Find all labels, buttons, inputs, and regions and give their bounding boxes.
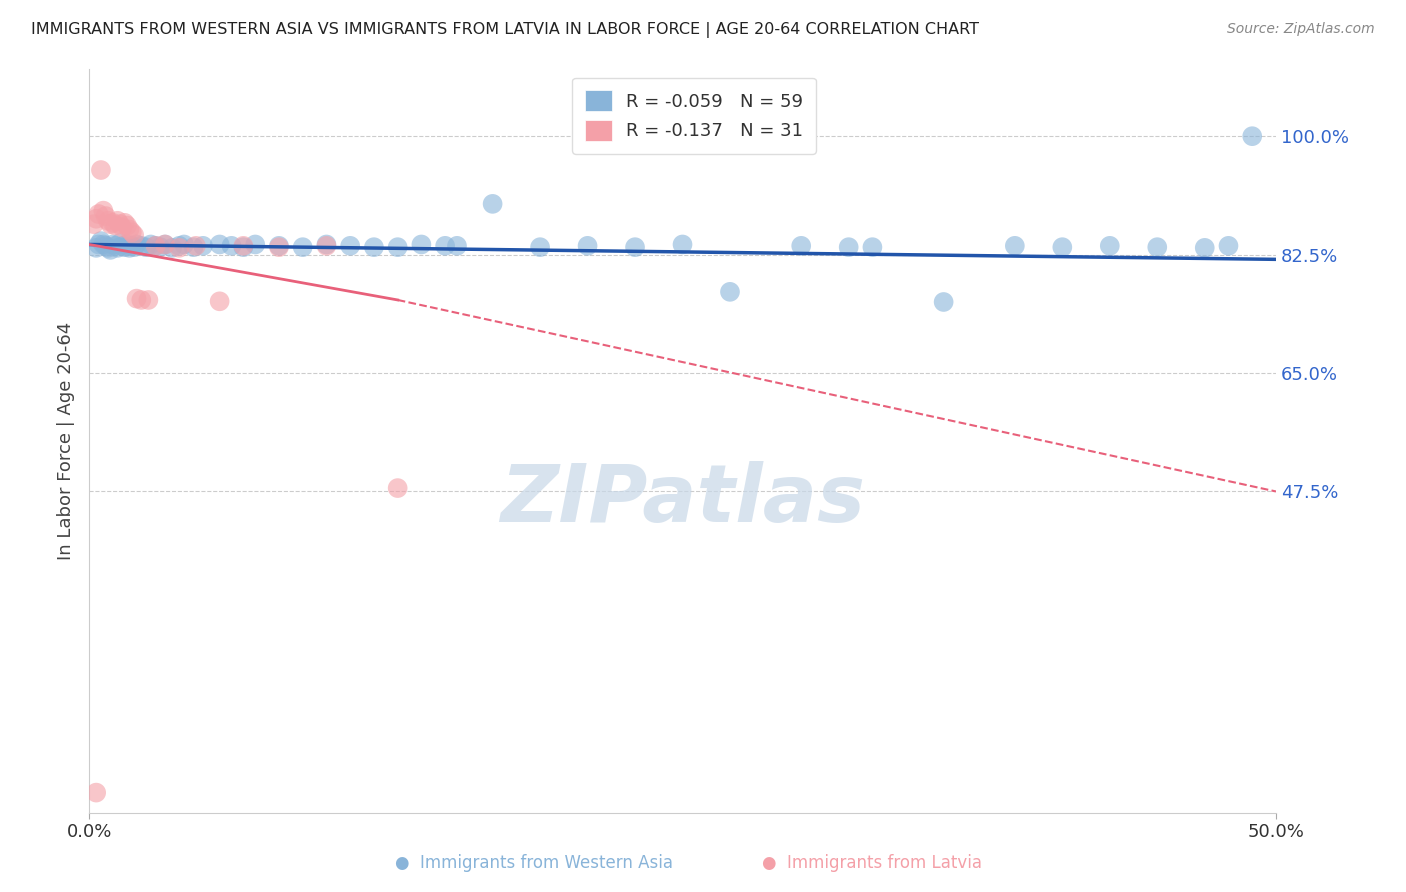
Point: [115, 219, 138, 233]
Point: [125, 292, 148, 306]
Point: [84, 211, 107, 226]
Point: [434, 239, 457, 253]
Point: [363, 240, 385, 254]
Point: [125, 237, 148, 252]
Point: [94, 239, 117, 253]
Text: Source: ZipAtlas.com: Source: ZipAtlas.com: [1227, 22, 1375, 37]
Point: [83, 217, 105, 231]
Point: [114, 216, 136, 230]
Point: [387, 240, 409, 254]
Point: [145, 239, 167, 253]
Point: [111, 220, 134, 235]
Point: [160, 241, 183, 255]
Point: [91, 237, 114, 252]
Point: [446, 239, 468, 253]
Point: [90, 234, 112, 248]
Point: [1004, 239, 1026, 253]
Point: [129, 293, 152, 307]
Point: [107, 214, 129, 228]
Point: [169, 239, 191, 253]
Point: [121, 225, 143, 239]
Point: [153, 237, 176, 252]
Point: [108, 236, 131, 251]
Point: [104, 239, 127, 253]
Point: [1146, 240, 1168, 254]
Point: [118, 222, 141, 236]
Point: [315, 239, 337, 253]
Point: [624, 240, 647, 254]
Point: [387, 481, 409, 495]
Y-axis label: In Labor Force | Age 20-64: In Labor Force | Age 20-64: [58, 322, 75, 560]
Point: [91, 203, 114, 218]
Point: [291, 240, 314, 254]
Text: IMMIGRANTS FROM WESTERN ASIA VS IMMIGRANTS FROM LATVIA IN LABOR FORCE | AGE 20-6: IMMIGRANTS FROM WESTERN ASIA VS IMMIGRAN…: [31, 22, 979, 38]
Point: [1098, 239, 1121, 253]
Point: [100, 243, 122, 257]
Point: [183, 240, 205, 254]
Point: [221, 239, 243, 253]
Point: [481, 197, 503, 211]
Point: [87, 237, 110, 252]
Point: [138, 293, 160, 307]
Point: [671, 237, 693, 252]
Point: [135, 240, 157, 254]
Legend: R = -0.059   N = 59, R = -0.137   N = 31: R = -0.059 N = 59, R = -0.137 N = 31: [572, 78, 815, 153]
Point: [153, 237, 176, 252]
Point: [121, 239, 143, 253]
Point: [267, 239, 290, 253]
Text: ZIPatlas: ZIPatlas: [501, 461, 865, 540]
Point: [84, 241, 107, 255]
Point: [108, 217, 131, 231]
Point: [97, 214, 120, 228]
Point: [860, 240, 883, 254]
Point: [267, 240, 290, 254]
Point: [1194, 241, 1216, 255]
Point: [173, 237, 195, 252]
Point: [97, 241, 120, 255]
Text: ●  Immigrants from Latvia: ● Immigrants from Latvia: [762, 855, 981, 872]
Point: [122, 240, 145, 254]
Point: [84, 786, 107, 800]
Point: [232, 240, 254, 254]
Point: [100, 217, 122, 231]
Point: [114, 240, 136, 254]
Point: [104, 219, 127, 233]
Point: [208, 237, 231, 252]
Point: [115, 237, 138, 252]
Point: [411, 237, 433, 252]
Point: [94, 209, 117, 223]
Point: [139, 237, 162, 252]
Text: ●  Immigrants from Western Asia: ● Immigrants from Western Asia: [395, 855, 673, 872]
Point: [107, 241, 129, 255]
Point: [87, 207, 110, 221]
Point: [339, 239, 361, 253]
Point: [145, 239, 167, 253]
Point: [232, 239, 254, 253]
Point: [790, 239, 813, 253]
Point: [90, 163, 112, 178]
Point: [169, 241, 191, 255]
Point: [184, 239, 207, 253]
Point: [111, 239, 134, 253]
Point: [101, 237, 124, 252]
Point: [149, 240, 172, 254]
Point: [932, 295, 955, 310]
Point: [208, 294, 231, 309]
Point: [315, 237, 337, 252]
Point: [576, 239, 599, 253]
Point: [122, 227, 145, 242]
Point: [118, 241, 141, 255]
Point: [1241, 129, 1264, 144]
Point: [129, 239, 152, 253]
Point: [101, 216, 124, 230]
Point: [718, 285, 741, 299]
Point: [1218, 239, 1240, 253]
Point: [838, 240, 860, 254]
Point: [191, 239, 214, 253]
Point: [1052, 240, 1074, 254]
Point: [529, 240, 551, 254]
Point: [245, 237, 267, 252]
